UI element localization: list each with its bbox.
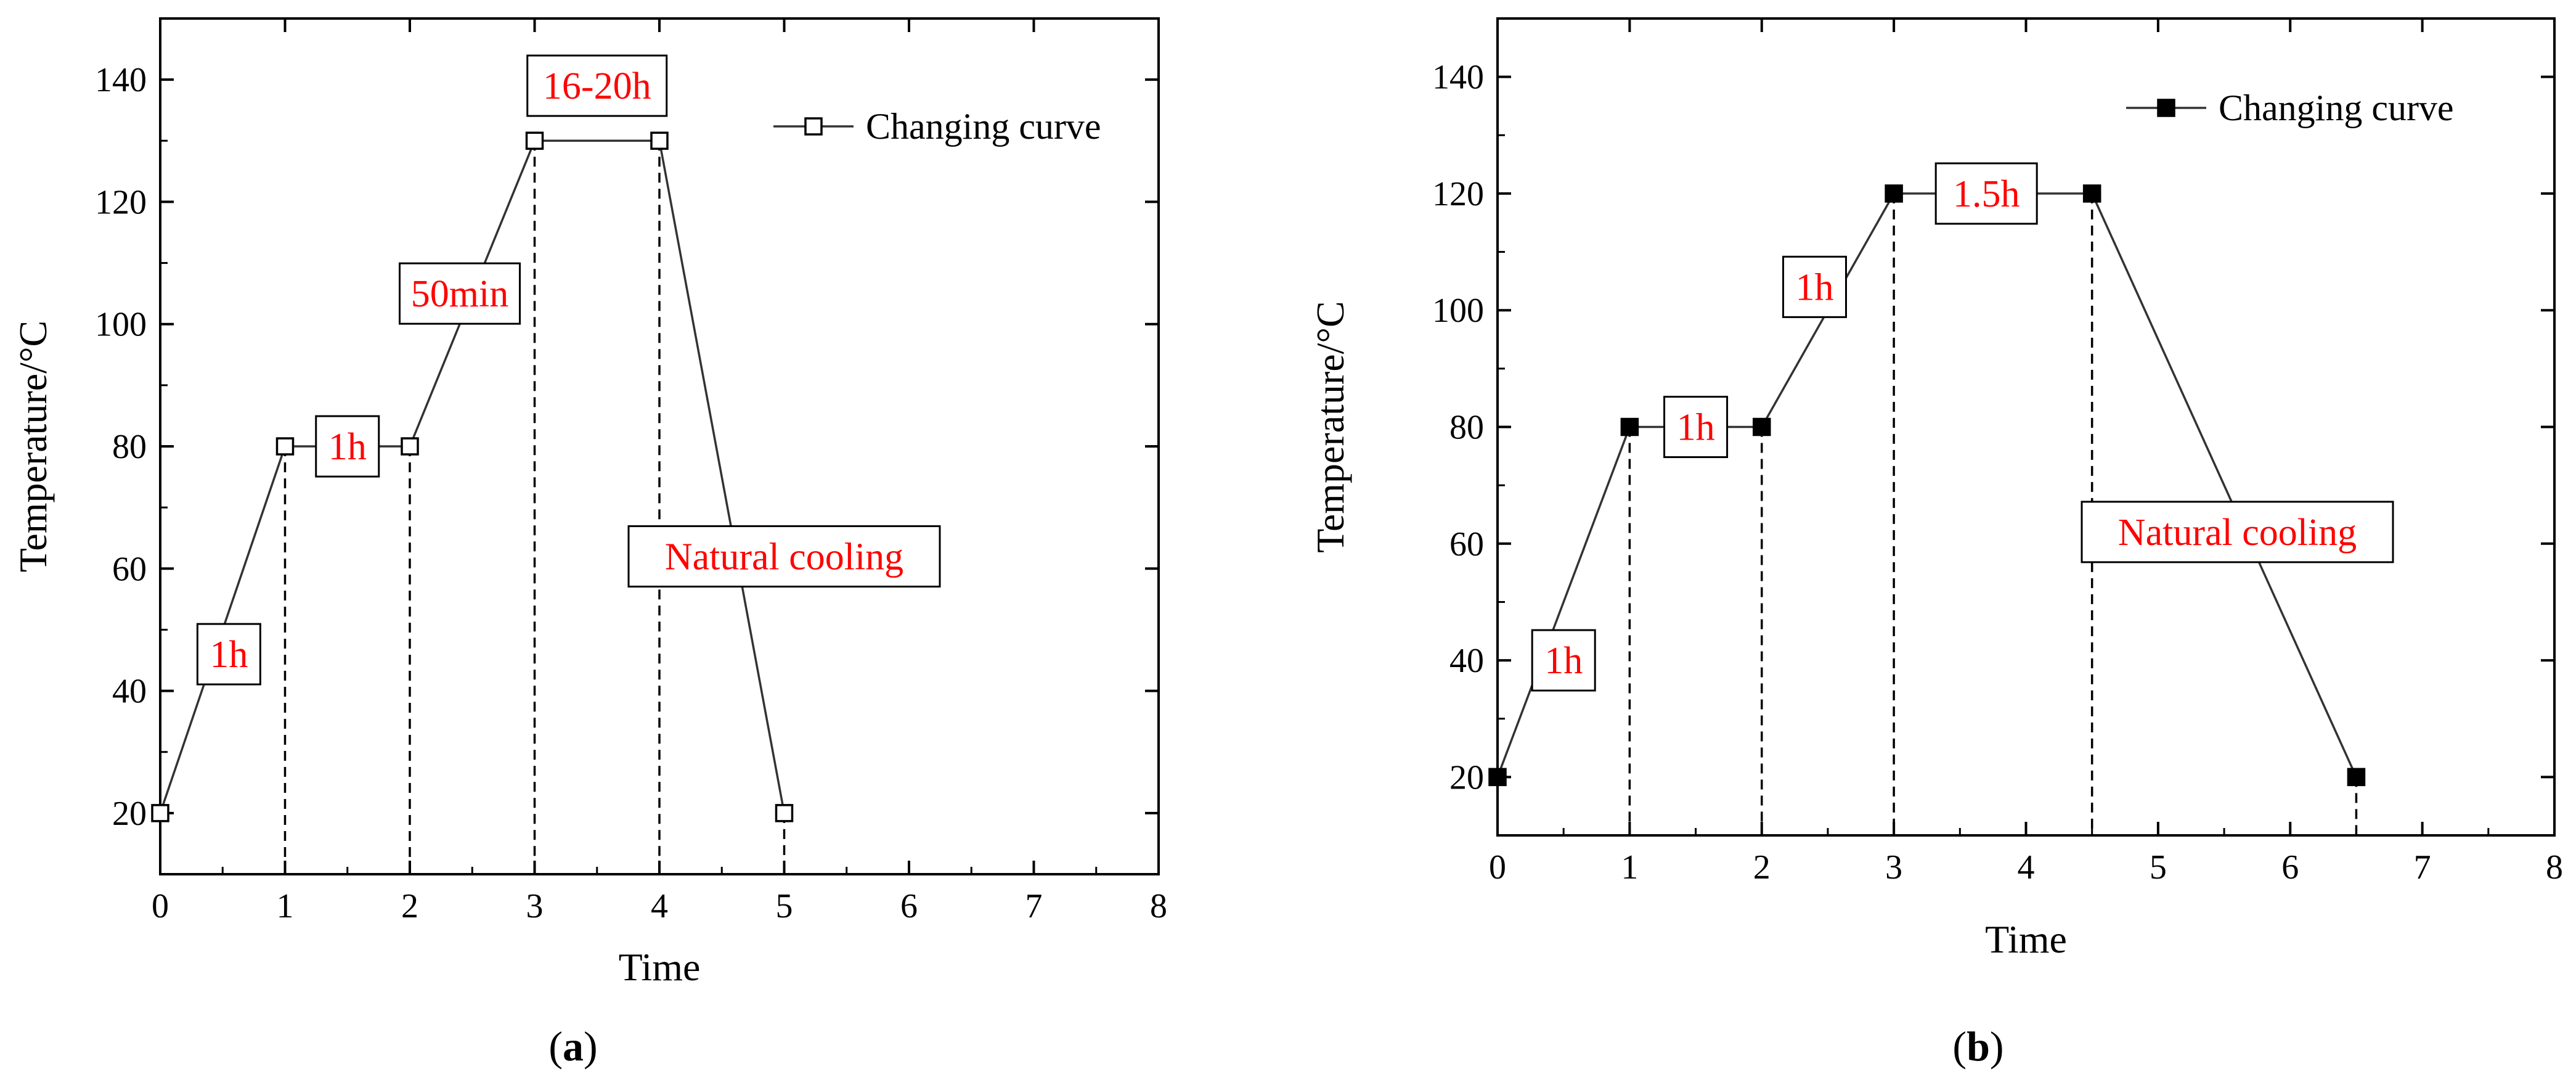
annotation-box bbox=[627, 525, 941, 588]
x-tick-label: 3 bbox=[526, 887, 544, 925]
y-tick-label: 60 bbox=[112, 550, 147, 588]
x-tick-label: 7 bbox=[1025, 887, 1043, 925]
x-tick-label: 6 bbox=[2281, 848, 2299, 887]
x-axis-label: Time bbox=[1985, 917, 2067, 961]
annotation-label: 50min bbox=[411, 273, 508, 315]
annotation-label: 1h bbox=[1544, 640, 1583, 682]
annotation-label: 1.5h bbox=[1953, 173, 2020, 215]
annotation-label: Natural cooling bbox=[2118, 512, 2357, 554]
y-tick-label: 140 bbox=[1432, 59, 1484, 97]
annotation-box bbox=[1934, 162, 2038, 225]
annotation-label: 1h bbox=[1677, 407, 1715, 449]
y-tick-label: 140 bbox=[95, 61, 147, 99]
x-tick-label: 5 bbox=[776, 887, 793, 925]
x-tick-label: 7 bbox=[2414, 848, 2431, 887]
annotation-label: 1h bbox=[328, 426, 367, 468]
legend-marker bbox=[2157, 99, 2175, 117]
data-point bbox=[1620, 417, 1639, 436]
annotation-label: 16-20h bbox=[543, 65, 651, 107]
data-point bbox=[1488, 768, 1507, 787]
data-point bbox=[151, 804, 169, 822]
data-point bbox=[2347, 768, 2366, 787]
y-tick-label: 80 bbox=[112, 428, 147, 466]
annotation-label: Natural cooling bbox=[665, 536, 903, 578]
annotation-label: 1h bbox=[1796, 266, 1834, 308]
x-tick-label: 8 bbox=[2546, 848, 2563, 887]
annotation-box bbox=[315, 415, 380, 478]
annotation-label: 1h bbox=[210, 634, 248, 676]
series-line bbox=[159, 139, 786, 814]
x-tick-label: 4 bbox=[2018, 848, 2035, 887]
chart-panel-a: 0 1 2 3 4 5 6 7 8 20 40 60 80 100 120 140 Time Temperatur… bbox=[11, 17, 1167, 1070]
legend-entry: Changing curve bbox=[2219, 88, 2454, 128]
data-point bbox=[1753, 417, 1771, 436]
data-point bbox=[775, 804, 794, 822]
annotation-box bbox=[196, 623, 261, 686]
x-tick-label: 1 bbox=[277, 887, 294, 925]
panel-caption: (a) bbox=[548, 1023, 597, 1070]
data-point bbox=[525, 131, 544, 150]
x-tick-label: 3 bbox=[1885, 848, 1902, 887]
x-tick-label: 8 bbox=[1150, 887, 1167, 925]
legend-marker bbox=[804, 117, 823, 136]
y-tick-label: 40 bbox=[112, 673, 147, 711]
x-tick-label: 1 bbox=[1621, 848, 1638, 887]
data-point bbox=[1885, 184, 1903, 203]
panel-caption: (b) bbox=[1952, 1023, 2003, 1070]
chart-panel-b: 0 1 2 3 4 5 6 7 8 20 40 60 80 100 120 140 Time Temperatur… bbox=[1308, 17, 2563, 1070]
x-axis-label: Time bbox=[619, 945, 701, 989]
y-tick-label: 120 bbox=[95, 183, 147, 221]
x-tick-label: 0 bbox=[152, 887, 169, 925]
y-axis-label: Temperature/°C bbox=[11, 321, 55, 573]
y-tick-label: 100 bbox=[1432, 292, 1484, 330]
x-tick-label: 6 bbox=[900, 887, 918, 925]
x-tick-label: 5 bbox=[2150, 848, 2167, 887]
annotation-box bbox=[1663, 396, 1729, 458]
x-tick-label: 0 bbox=[1489, 848, 1506, 887]
y-tick-label: 20 bbox=[1449, 758, 1484, 797]
data-point bbox=[401, 437, 419, 456]
data-point bbox=[650, 131, 669, 150]
annotation-box bbox=[1531, 629, 1596, 692]
x-tick-label: 4 bbox=[651, 887, 668, 925]
x-tick-label: 2 bbox=[1753, 848, 1771, 887]
annotation-box bbox=[526, 54, 668, 117]
series-line bbox=[1496, 192, 2358, 778]
y-tick-label: 100 bbox=[95, 306, 147, 344]
y-tick-label: 120 bbox=[1432, 175, 1484, 213]
annotation-box bbox=[399, 262, 521, 325]
y-tick-label: 20 bbox=[112, 795, 147, 833]
data-point bbox=[275, 437, 295, 456]
x-tick-label: 2 bbox=[401, 887, 418, 925]
y-tick-label: 60 bbox=[1449, 525, 1484, 563]
annotation-box bbox=[1782, 255, 1847, 318]
annotation-box bbox=[2081, 501, 2394, 563]
data-point bbox=[2082, 184, 2101, 203]
y-tick-label: 40 bbox=[1449, 642, 1484, 680]
legend-entry: Changing curve bbox=[866, 106, 1101, 147]
y-tick-label: 80 bbox=[1449, 409, 1484, 447]
y-axis-label: Temperature/°C bbox=[1308, 301, 1352, 553]
